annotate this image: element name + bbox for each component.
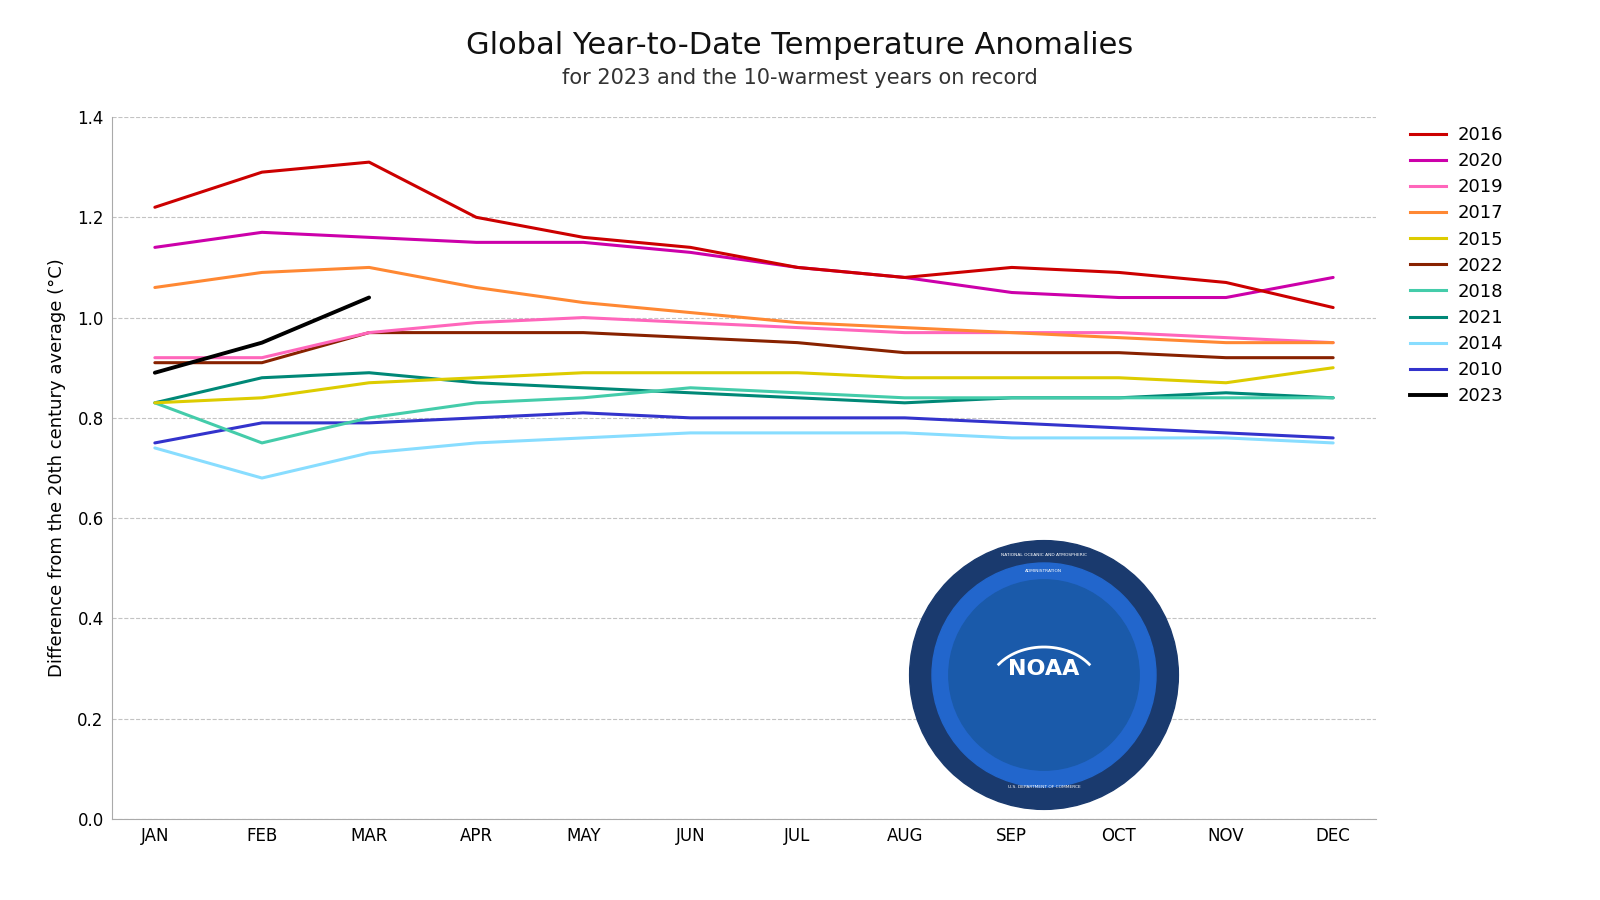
Text: Global Year-to-Date Temperature Anomalies: Global Year-to-Date Temperature Anomalie… — [466, 32, 1134, 60]
Y-axis label: Difference from the 20th century average (°C): Difference from the 20th century average… — [48, 258, 66, 678]
Circle shape — [909, 541, 1178, 809]
Legend: 2016, 2020, 2019, 2017, 2015, 2022, 2018, 2021, 2014, 2010, 2023: 2016, 2020, 2019, 2017, 2015, 2022, 2018… — [1410, 126, 1502, 405]
Circle shape — [931, 563, 1155, 787]
Circle shape — [949, 580, 1139, 770]
Text: NATIONAL OCEANIC AND ATMOSPHERIC: NATIONAL OCEANIC AND ATMOSPHERIC — [1002, 553, 1086, 556]
Text: U.S. DEPARTMENT OF COMMERCE: U.S. DEPARTMENT OF COMMERCE — [1008, 785, 1080, 789]
Text: ADMINISTRATION: ADMINISTRATION — [1026, 570, 1062, 573]
Text: NOAA: NOAA — [1008, 660, 1080, 680]
Text: for 2023 and the 10-warmest years on record: for 2023 and the 10-warmest years on rec… — [562, 68, 1038, 87]
